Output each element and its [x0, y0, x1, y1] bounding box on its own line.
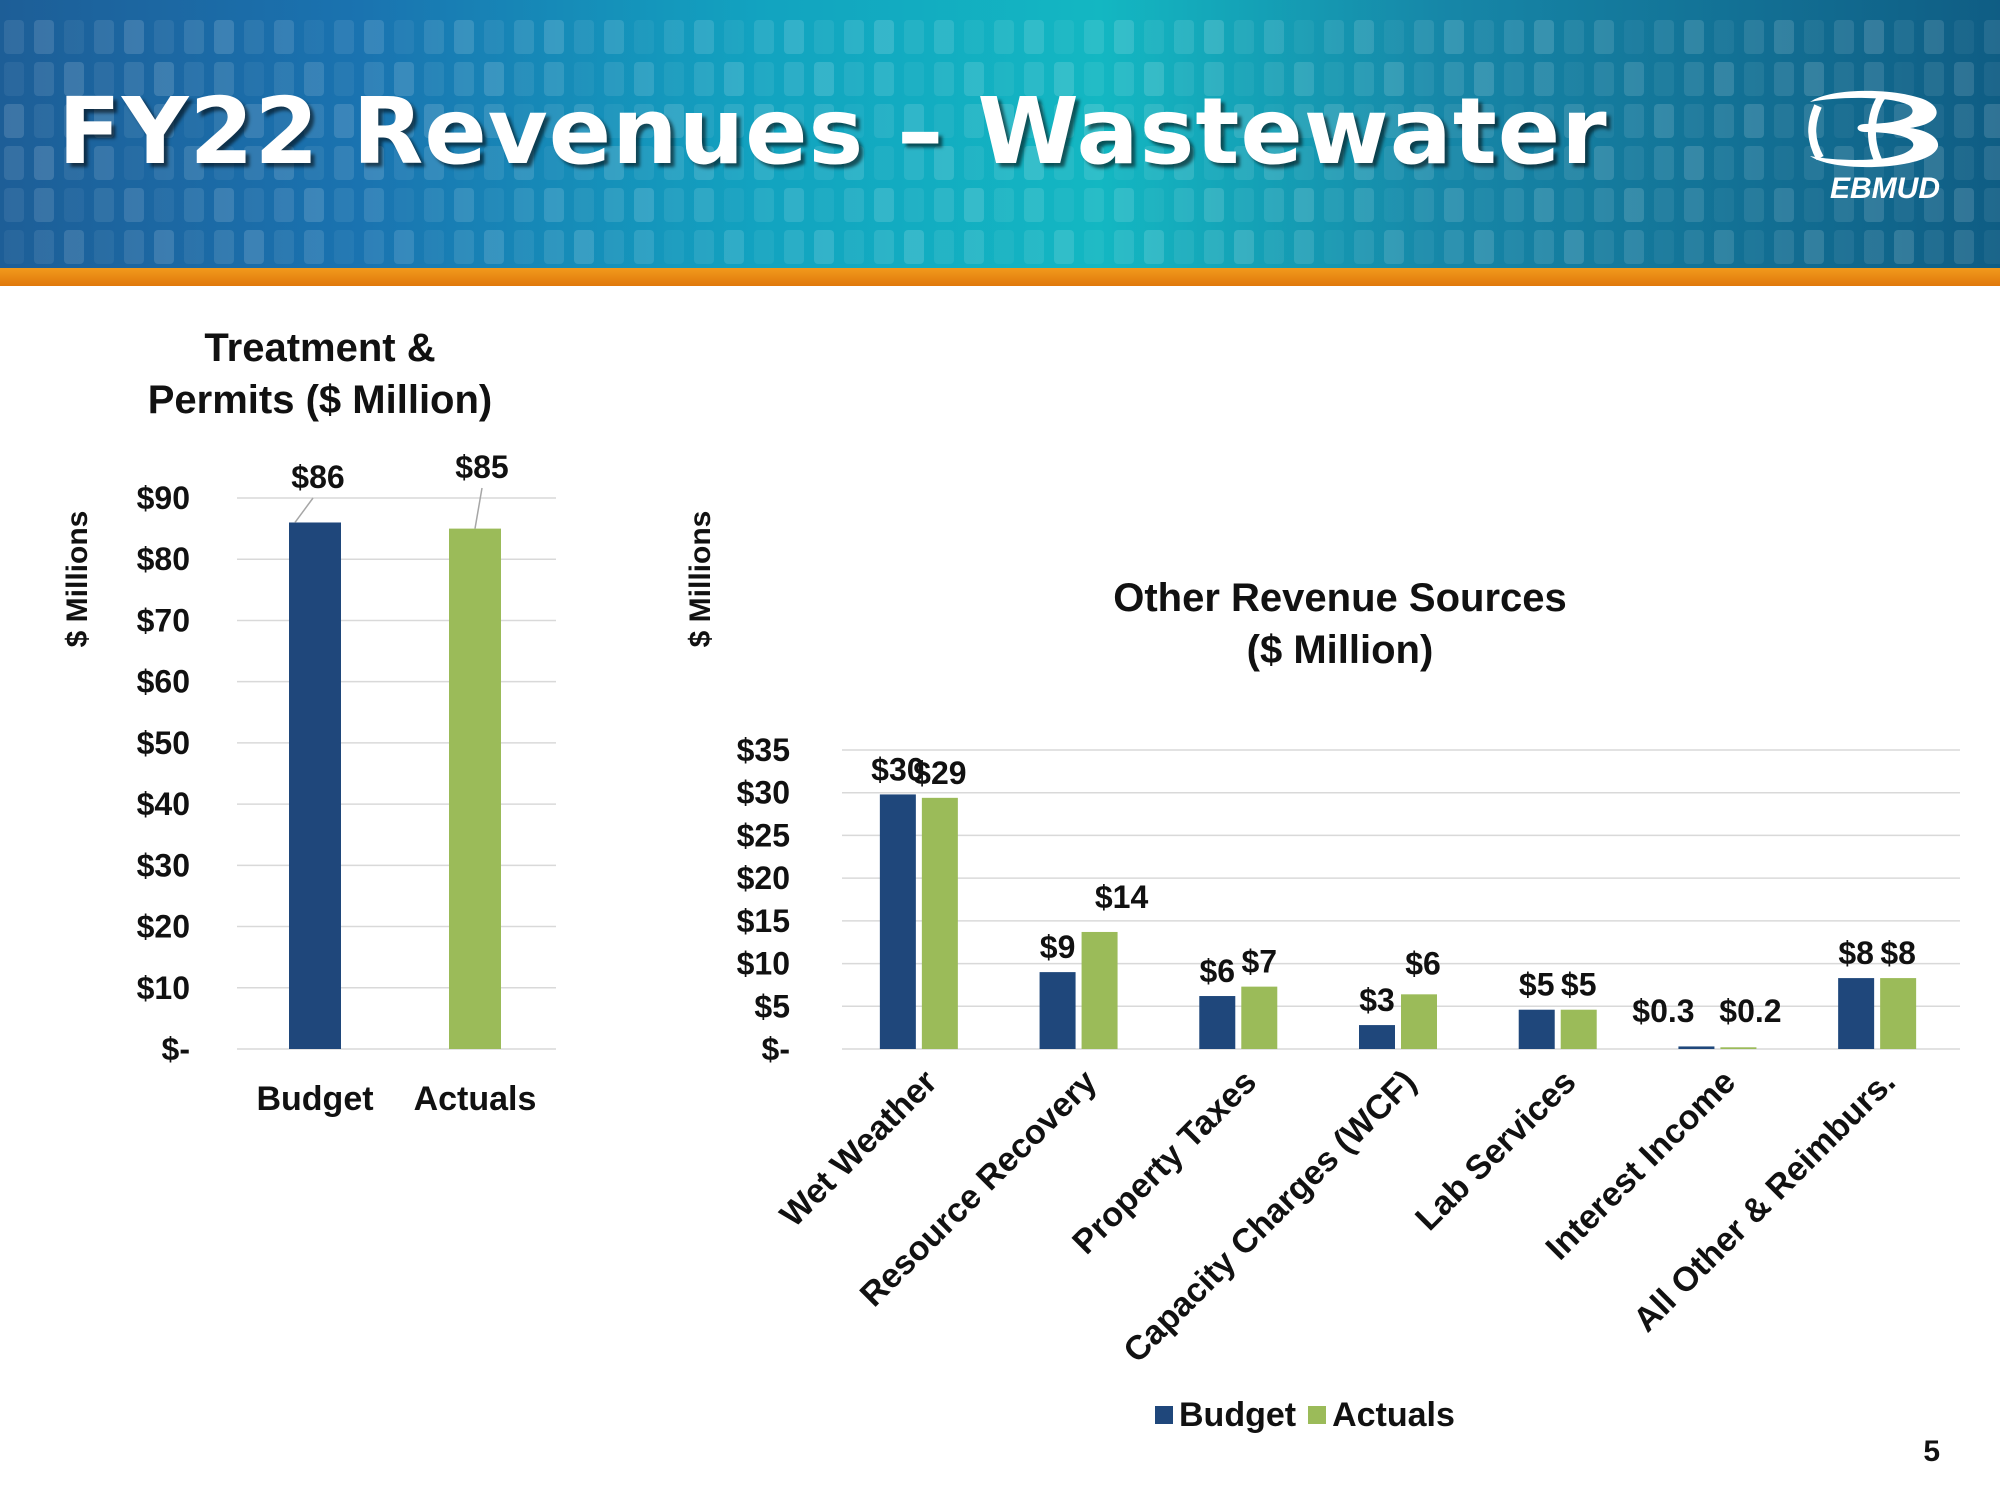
bar-budget	[1678, 1046, 1715, 1049]
bar-budget	[1039, 972, 1076, 1049]
data-label: $5	[1519, 967, 1555, 1003]
y-tick-label: $-	[762, 1031, 790, 1067]
y-tick-label: $50	[137, 725, 190, 761]
chart-title-other: Other Revenue Sources ($ Million)	[1040, 572, 1640, 676]
ebmud-logo-mark-icon	[1808, 90, 1939, 168]
data-label: $6	[1405, 945, 1441, 981]
legend-item-budget: Budget	[1155, 1396, 1296, 1435]
bar-budget	[1838, 978, 1875, 1049]
bar-actuals	[449, 528, 501, 1049]
data-label: $14	[1095, 879, 1149, 915]
x-tick-label: Actuals	[414, 1080, 537, 1118]
leader-line	[294, 497, 314, 523]
y-tick-label: $90	[137, 480, 190, 516]
y-tick-label: $70	[137, 602, 190, 638]
data-label: $6	[1199, 953, 1235, 989]
leader-line	[474, 487, 483, 529]
y-tick-label: $20	[137, 909, 190, 945]
x-tick-label: All Other & Reimburs.	[1626, 1063, 1903, 1340]
y-tick-label: $-	[162, 1031, 190, 1067]
bar-budget	[1359, 1025, 1395, 1049]
y-tick-label: $30	[737, 775, 790, 811]
chart-title-line-1: Other Revenue Sources	[1113, 576, 1567, 620]
x-tick-label: Lab Services	[1408, 1063, 1583, 1238]
ebmud-logo: EBMUD	[1770, 84, 1970, 205]
y-tick-label: $5	[754, 988, 790, 1024]
y-tick-label: $10	[137, 970, 190, 1006]
chart-title-line-2: ($ Million)	[1246, 628, 1434, 672]
y-tick-label: $60	[137, 664, 190, 700]
bar-budget	[289, 522, 341, 1049]
page-number: 5	[1923, 1435, 1940, 1468]
banner-orange-stripe	[0, 268, 2000, 286]
bar-budget	[1518, 1009, 1555, 1049]
y-tick-label: $15	[737, 903, 790, 939]
bar-actuals	[1880, 978, 1917, 1049]
data-label: $5	[1561, 967, 1597, 1003]
legend-label-budget: Budget	[1179, 1395, 1297, 1434]
bar-actuals	[1241, 986, 1278, 1049]
data-label: $3	[1359, 982, 1395, 1018]
y-tick-label: $20	[737, 860, 790, 896]
y-tick-label: $40	[137, 786, 190, 822]
chart-title-line-2: Permits ($ Million)	[147, 378, 493, 422]
bar-actuals	[1720, 1047, 1757, 1049]
data-label: $8	[1880, 935, 1916, 971]
header-banner	[0, 0, 2000, 268]
data-label: $85	[455, 449, 508, 485]
y-tick-label: $80	[137, 541, 190, 577]
data-label: $30	[871, 751, 924, 787]
bar-actuals	[1560, 1009, 1597, 1049]
chart-legend: Budget Actuals	[1155, 1395, 1455, 1435]
legend-label-actuals: Actuals	[1332, 1395, 1455, 1434]
data-label: $29	[913, 755, 966, 791]
logo-text: EBMUD	[1830, 172, 1940, 205]
y-tick-label: $25	[737, 817, 790, 853]
banner-tile-pattern	[4, 20, 2000, 264]
x-tick-label: Wet Weather	[773, 1063, 945, 1235]
y-tick-label: $30	[137, 847, 190, 883]
x-tick-label: Budget	[256, 1080, 373, 1118]
chart-title-line-1: Treatment &	[204, 326, 436, 370]
bar-actuals	[1401, 994, 1437, 1049]
data-label: $0.2	[1719, 993, 1781, 1029]
data-label: $9	[1040, 929, 1076, 965]
y-tick-label: $35	[737, 732, 790, 768]
legend-swatch-actuals	[1308, 1406, 1327, 1424]
bar-budget	[1199, 996, 1236, 1049]
bar-actuals	[1081, 931, 1118, 1049]
legend-swatch-budget	[1155, 1406, 1173, 1424]
slide-title: FY22 Revenues – Wastewater	[58, 78, 1608, 185]
legend-item-actuals: Actuals	[1308, 1396, 1455, 1435]
bar-budget	[879, 794, 916, 1049]
data-label: $86	[291, 459, 344, 495]
data-label: $0.3	[1632, 993, 1694, 1029]
data-label: $8	[1838, 935, 1874, 971]
data-label: $7	[1241, 944, 1277, 980]
bar-actuals	[921, 797, 958, 1049]
chart-title-treatment: Treatment & Permits ($ Million)	[100, 322, 540, 426]
x-tick-label: Capacity Charges (WCF)	[1116, 1063, 1423, 1370]
y-tick-label: $10	[737, 946, 790, 982]
